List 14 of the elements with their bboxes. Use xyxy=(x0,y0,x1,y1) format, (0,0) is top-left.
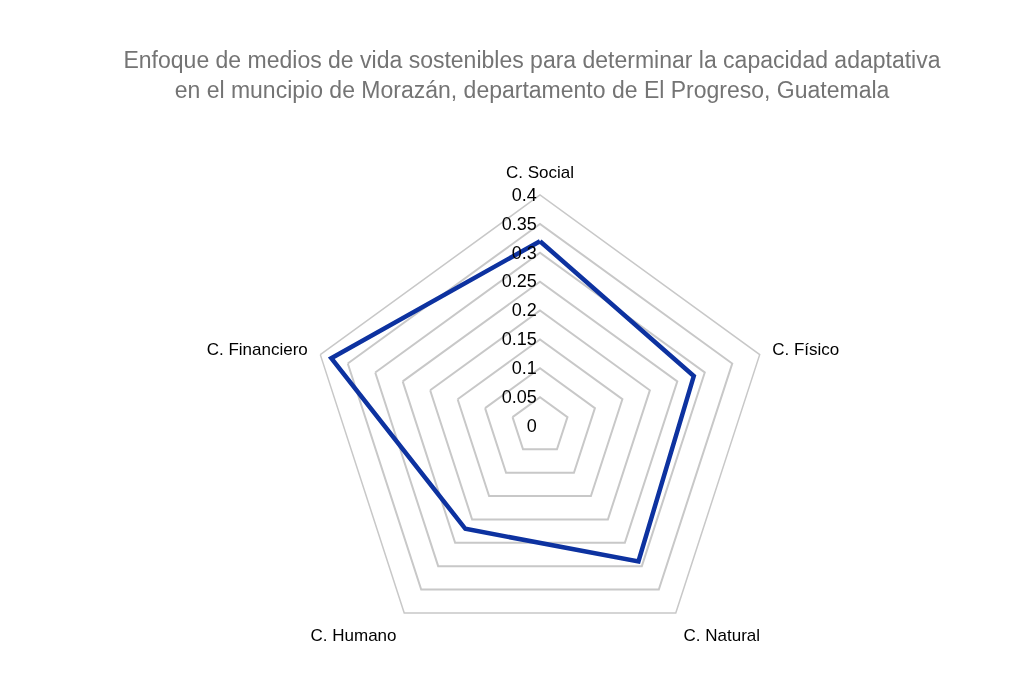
y-tick-label: 0.05 xyxy=(501,386,537,407)
y-tick-label: 0.15 xyxy=(501,329,537,350)
spoke-label: C. Físico xyxy=(772,340,840,360)
chart-title: Enfoque de medios de vida sostenibles para determinar la capacidad adaptativa en el muncipio de Morazán, departamento de El Progreso, Guatemala xyxy=(123,47,941,103)
spoke-label: C. Humano xyxy=(310,625,397,645)
y-tick-label: 0.2 xyxy=(511,300,537,321)
y-tick-label: 0.1 xyxy=(511,358,537,379)
y-tick-label: 0 xyxy=(526,415,537,436)
spoke-label: C. Social xyxy=(505,163,575,183)
y-tick-label: 0.4 xyxy=(511,184,537,205)
spoke-label: C. Financiero xyxy=(206,340,308,360)
spoke-label: C. Natural xyxy=(683,625,761,645)
y-tick-label: 0.35 xyxy=(501,213,537,234)
y-tick-label: 0.25 xyxy=(501,271,537,292)
